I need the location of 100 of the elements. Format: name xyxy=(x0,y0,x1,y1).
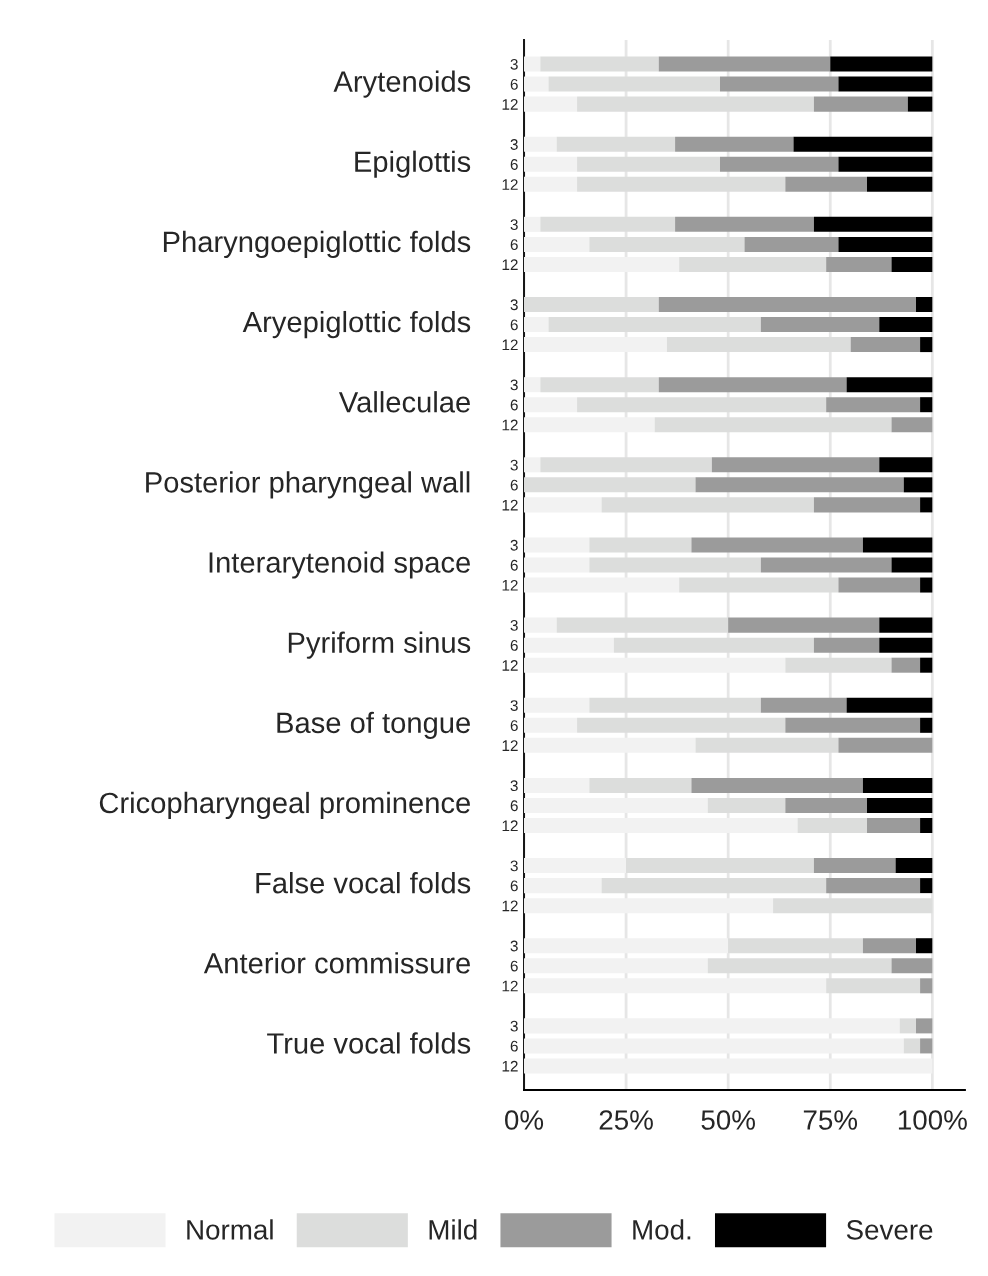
bar xyxy=(903,1038,921,1054)
text: Base of tongue xyxy=(277,711,470,739)
bar xyxy=(879,617,933,633)
bar xyxy=(675,136,794,152)
bar xyxy=(524,176,578,192)
bar xyxy=(920,397,933,413)
y-tick-label: 3 xyxy=(510,619,518,631)
bar xyxy=(891,958,933,974)
y-tick-label: 3 xyxy=(510,940,518,952)
bar xyxy=(524,457,541,473)
bar xyxy=(793,136,933,152)
bar xyxy=(695,477,904,493)
text: Epiglottis xyxy=(355,150,471,178)
text: Valleculae xyxy=(338,391,470,413)
bar xyxy=(838,737,933,753)
y-tick-label: 3 xyxy=(510,539,518,551)
y-tick-label: 6 xyxy=(510,800,518,812)
y-tick-label: 12 xyxy=(502,98,518,110)
y-tick-label: 3 xyxy=(510,459,518,471)
bar xyxy=(907,96,933,112)
bar xyxy=(813,637,880,653)
bar xyxy=(524,216,541,232)
y-tick-label: 3 xyxy=(510,780,518,792)
bar xyxy=(920,657,933,673)
y-tick-label: 12 xyxy=(502,1060,518,1072)
bar xyxy=(903,477,933,493)
y-tick-label: 3 xyxy=(510,299,518,311)
y-tick-label: 12 xyxy=(502,740,518,751)
bar xyxy=(838,76,933,92)
bar xyxy=(720,156,839,172)
y-tick-label: 12 xyxy=(502,179,518,190)
bar xyxy=(524,717,578,733)
x-tick-label: 100% xyxy=(898,1110,967,1130)
y-tick-label: 6 xyxy=(510,479,518,491)
bar xyxy=(867,176,933,192)
bar xyxy=(720,76,839,92)
bar xyxy=(691,777,863,793)
legend-label: Normal xyxy=(187,1219,273,1240)
bar xyxy=(862,777,933,793)
bar xyxy=(830,56,933,72)
bar xyxy=(850,337,921,353)
bar xyxy=(846,697,933,713)
y-tick-label: 6 xyxy=(510,559,518,571)
bar xyxy=(920,577,933,593)
bar xyxy=(785,797,867,813)
x-tick-label: 75% xyxy=(803,1110,858,1130)
bar xyxy=(879,317,933,333)
bar xyxy=(813,497,921,513)
bar xyxy=(899,1018,916,1034)
y-tick-label: 3 xyxy=(510,700,518,711)
text: Pharyngoepiglottic folds xyxy=(163,230,471,258)
bar xyxy=(920,1038,933,1054)
legend-label: Severe xyxy=(846,1220,933,1240)
bar xyxy=(524,878,602,894)
bar xyxy=(524,136,557,152)
bar xyxy=(813,216,933,232)
y-tick-label: 12 xyxy=(502,339,518,351)
y-tick-label: 3 xyxy=(510,379,518,391)
y-tick-label: 6 xyxy=(510,78,518,90)
bar xyxy=(524,497,602,513)
bar xyxy=(826,878,921,894)
bar xyxy=(524,557,590,573)
bar xyxy=(838,236,933,252)
bar xyxy=(920,817,933,834)
y-tick-label: 3 xyxy=(510,219,518,231)
bar xyxy=(891,417,933,433)
bar xyxy=(711,457,880,473)
bar xyxy=(895,858,933,874)
bar xyxy=(524,236,590,252)
bar xyxy=(920,878,933,894)
bar xyxy=(916,1018,933,1034)
y-tick-label: 6 xyxy=(510,319,518,331)
bar xyxy=(862,938,916,954)
bar xyxy=(524,697,590,713)
bar xyxy=(744,236,839,252)
text: Posterior pharyngeal wall xyxy=(146,471,470,499)
bar xyxy=(524,56,541,72)
legend-label: Mod. xyxy=(633,1219,691,1240)
text: True vocal folds xyxy=(267,1032,471,1054)
bar xyxy=(879,637,933,653)
bar xyxy=(826,397,921,413)
y-tick-label: 6 xyxy=(510,640,518,651)
bar xyxy=(524,156,578,172)
bar xyxy=(920,978,933,994)
x-tick-label: 25% xyxy=(599,1110,653,1130)
y-tick-label: 6 xyxy=(510,720,518,731)
bar xyxy=(524,617,557,633)
bar xyxy=(675,216,814,232)
bar xyxy=(920,337,933,353)
text: Cricopharyngeal prominence xyxy=(99,791,470,820)
bar xyxy=(785,717,921,733)
bar xyxy=(862,537,933,553)
y-tick-label: 12 xyxy=(502,900,518,912)
y-tick-label: 12 xyxy=(502,579,518,591)
bar xyxy=(916,938,933,954)
y-tick-label: 12 xyxy=(502,980,518,992)
y-tick-label: 3 xyxy=(510,58,518,70)
text: Pyriform sinus xyxy=(288,631,471,659)
bar xyxy=(785,176,867,192)
bar xyxy=(916,296,933,313)
